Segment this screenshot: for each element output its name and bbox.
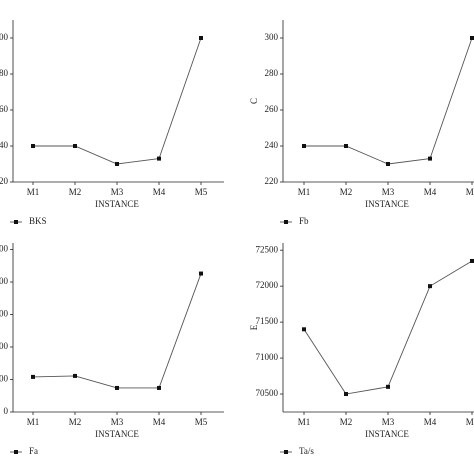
- data-point: [31, 374, 35, 379]
- y-tick-label: 72500: [256, 244, 279, 254]
- y-axis-label: C: [249, 98, 259, 104]
- y-tick-label: 300: [265, 32, 279, 42]
- legend-label: Ta/s: [299, 446, 314, 456]
- legend-marker: [14, 450, 18, 454]
- x-tick-label: M1: [298, 187, 311, 197]
- y-tick-label: 200: [0, 341, 9, 351]
- x-tick-label: M2: [69, 187, 82, 197]
- data-line: [33, 37, 202, 165]
- x-tick-label: M3: [382, 187, 395, 197]
- y-tick-label: 71500: [256, 316, 279, 326]
- y-tick-label: 71000: [256, 352, 279, 362]
- x-tick-label: M3: [111, 417, 124, 427]
- y-tick-label: 70500: [256, 388, 279, 398]
- data-point: [302, 327, 306, 332]
- data-point: [31, 144, 35, 148]
- x-tick-label: M4: [424, 187, 437, 197]
- x-tick-label: M5: [466, 187, 474, 197]
- y-tick-label: 400: [0, 276, 9, 286]
- y-tick-label: 220: [265, 176, 279, 186]
- data-point: [344, 144, 348, 148]
- data-point: [428, 156, 432, 161]
- legend-marker: [14, 220, 18, 224]
- data-point: [470, 36, 474, 40]
- y-tick-label: 300: [0, 309, 9, 319]
- legend-label: Fb: [299, 216, 309, 226]
- data-point: [428, 284, 432, 289]
- data-point: [199, 271, 203, 276]
- x-tick-label: M3: [111, 187, 124, 197]
- data-point: [344, 392, 348, 397]
- x-tick-label: M2: [340, 417, 353, 427]
- x-axis-label: INSTANCE: [365, 429, 409, 439]
- data-point: [470, 258, 474, 263]
- x-tick-label: M5: [466, 417, 474, 427]
- x-tick-label: M1: [27, 187, 40, 197]
- y-tick-label: 72000: [256, 280, 279, 290]
- data-line: [303, 260, 473, 395]
- y-tick-label: 300: [0, 32, 9, 42]
- x-axis-label: INSTANCE: [95, 429, 139, 439]
- data-point: [73, 373, 77, 378]
- x-tick-label: M5: [195, 417, 208, 427]
- legend-marker: [284, 220, 288, 224]
- data-point: [386, 162, 390, 166]
- x-tick-label: M2: [69, 417, 82, 427]
- y-tick-label: 0: [4, 406, 9, 416]
- data-point: [386, 384, 390, 389]
- x-axis-label: INSTANCE: [95, 199, 139, 209]
- y-tick-label: 240: [0, 140, 9, 150]
- y-tick-label: 260: [265, 104, 279, 114]
- x-tick-label: M1: [27, 417, 40, 427]
- x-tick-label: M5: [195, 187, 208, 197]
- x-tick-label: M2: [340, 187, 353, 197]
- data-point: [115, 385, 119, 390]
- y-tick-label: 500: [0, 244, 9, 254]
- x-tick-label: M1: [298, 417, 311, 427]
- data-line: [32, 273, 202, 389]
- y-tick-label: 100: [0, 374, 9, 384]
- data-point: [73, 144, 77, 148]
- legend-label: BKS: [29, 216, 47, 226]
- data-point: [157, 385, 161, 390]
- y-tick-label: 240: [265, 140, 279, 150]
- legend-label: Fa: [29, 446, 38, 456]
- x-axis-label: INSTANCE: [365, 199, 409, 209]
- legend-marker: [284, 450, 288, 454]
- x-tick-label: M3: [382, 417, 395, 427]
- y-axis-label: E: [249, 324, 259, 330]
- x-tick-label: M4: [424, 417, 437, 427]
- data-point: [199, 36, 203, 40]
- x-tick-label: M4: [153, 187, 166, 197]
- data-line: [304, 37, 473, 165]
- y-tick-label: 280: [265, 68, 279, 78]
- data-point: [157, 156, 161, 161]
- y-tick-label: 220: [0, 176, 9, 186]
- y-tick-label: 280: [0, 68, 9, 78]
- x-tick-label: M4: [153, 417, 166, 427]
- data-point: [115, 162, 119, 166]
- data-point: [302, 144, 306, 148]
- y-tick-label: 260: [0, 104, 9, 114]
